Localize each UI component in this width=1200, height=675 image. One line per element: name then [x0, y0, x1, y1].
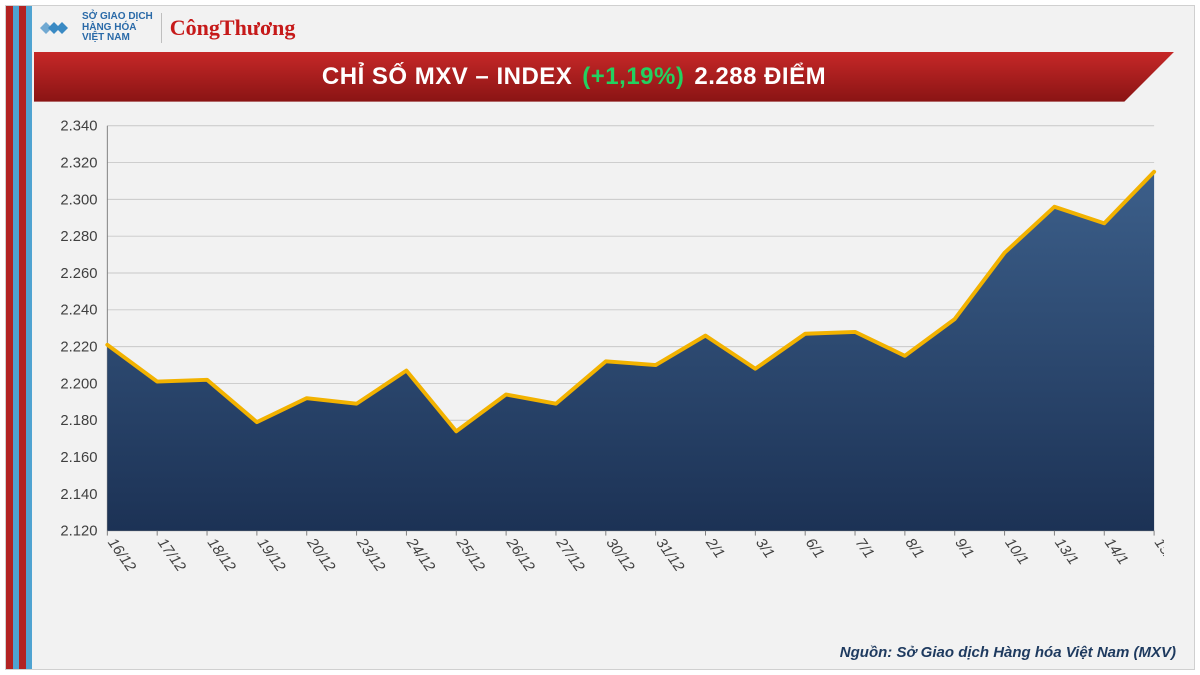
slide-frame: SỞ GIAO DỊCH HÀNG HÓA VIỆT NAM CôngThươn… [5, 5, 1195, 670]
svg-text:23/12: 23/12 [353, 535, 388, 575]
title-pct: (+1,19%) [582, 63, 684, 91]
congthuong-part1: Công [170, 15, 220, 40]
svg-text:2.300: 2.300 [60, 192, 97, 208]
svg-text:17/12: 17/12 [154, 536, 188, 575]
svg-text:30/12: 30/12 [603, 536, 637, 575]
svg-text:2.160: 2.160 [60, 450, 97, 466]
svg-text:2.340: 2.340 [60, 119, 97, 135]
svg-text:19/12: 19/12 [254, 536, 288, 575]
svg-text:7/1: 7/1 [852, 536, 877, 562]
left-accent-stripes [6, 6, 32, 669]
svg-text:2.320: 2.320 [60, 156, 97, 172]
svg-text:27/12: 27/12 [552, 535, 587, 575]
svg-text:31/12: 31/12 [652, 536, 686, 575]
svg-text:10/1: 10/1 [1001, 536, 1031, 568]
mxv-logo-text: SỞ GIAO DỊCH HÀNG HÓA VIỆT NAM [82, 12, 153, 44]
svg-text:8/1: 8/1 [902, 536, 927, 562]
svg-text:2.240: 2.240 [60, 303, 97, 319]
svg-text:25/12: 25/12 [452, 535, 487, 575]
svg-text:18/12: 18/12 [204, 536, 238, 575]
logo-divider [161, 13, 162, 43]
svg-text:24/12: 24/12 [403, 535, 438, 575]
svg-text:2.220: 2.220 [60, 340, 97, 356]
source-attribution: Nguồn: Sở Giao dịch Hàng hóa Việt Nam (M… [840, 644, 1176, 661]
svg-text:2.280: 2.280 [60, 229, 97, 245]
svg-text:13/1: 13/1 [1051, 536, 1081, 568]
svg-text:9/1: 9/1 [951, 536, 976, 562]
svg-text:20/12: 20/12 [303, 535, 338, 575]
congthuong-part2: Thương [220, 15, 296, 40]
title-text: CHỈ SỐ MXV – INDEX (+1,19%) 2.288 ĐIỂM [34, 52, 1114, 102]
svg-text:2.140: 2.140 [60, 487, 97, 503]
svg-text:3/1: 3/1 [752, 536, 777, 562]
mxv-logo-icon [40, 13, 74, 43]
svg-text:16/12: 16/12 [104, 536, 138, 575]
title-prefix: CHỈ SỐ MXV – INDEX [322, 63, 572, 91]
svg-text:2/1: 2/1 [702, 535, 728, 562]
svg-text:2.200: 2.200 [60, 376, 97, 392]
mxv-index-chart: 2.120 2.140 2.160 2.180 2.200 2.220 2.240 2.260… [46, 116, 1164, 599]
title-value: 2.288 ĐIỂM [694, 63, 826, 91]
header-logos: SỞ GIAO DỊCH HÀNG HÓA VIỆT NAM CôngThươn… [40, 12, 295, 44]
svg-text:26/12: 26/12 [502, 535, 537, 575]
svg-text:2.260: 2.260 [60, 266, 97, 282]
svg-text:14/1: 14/1 [1101, 536, 1131, 568]
svg-text:15/1: 15/1 [1151, 536, 1164, 568]
svg-text:2.180: 2.180 [60, 413, 97, 429]
svg-text:6/1: 6/1 [802, 536, 827, 562]
svg-text:2.120: 2.120 [60, 524, 97, 540]
congthuong-logo: CôngThương [170, 15, 296, 41]
title-banner: CHỈ SỐ MXV – INDEX (+1,19%) 2.288 ĐIỂM [34, 52, 1174, 102]
